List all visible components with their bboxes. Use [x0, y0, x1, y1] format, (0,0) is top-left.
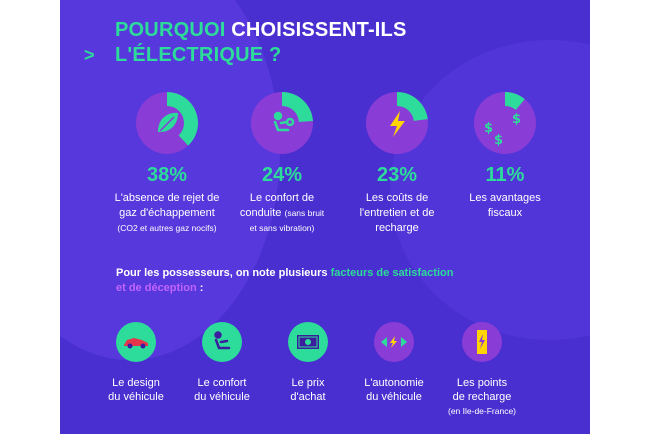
driver-seat-icon	[202, 322, 242, 362]
stat-percent: 23%	[376, 164, 418, 186]
factor-label: L'autonomie du véhicule	[364, 377, 424, 403]
svg-text:$: $	[484, 121, 493, 136]
title-highlight: POURQUOI	[115, 19, 226, 41]
donut-chart	[366, 92, 428, 154]
driver-seat-icon	[273, 111, 295, 132]
title-line2: L'ÉLECTRIQUE ?	[115, 44, 282, 66]
satisfaction-intro: Pour les possesseurs, on note plusieurs …	[116, 267, 454, 294]
stat-description: Les avantages fiscaux	[469, 192, 541, 219]
stat-costs: 23% Les coûts de l'entretien et de recha…	[332, 92, 462, 236]
dollar-signs-icon: $ $ $ $	[484, 97, 521, 148]
stat-description: L'absence de rejet de gaz d'échappement …	[114, 192, 220, 233]
charging-point-icon	[462, 322, 502, 362]
banknote-icon	[288, 322, 328, 362]
factor-range: L'autonomie du véhicule	[352, 322, 436, 404]
stat-percent: 24%	[261, 164, 303, 186]
stat-description: Les coûts de l'entretien et de recharge	[359, 192, 435, 234]
donut-chart: $ $ $ $	[474, 92, 536, 154]
leaf-icon	[158, 112, 178, 132]
donut-chart	[251, 92, 313, 154]
page-title: POURQUOI CHOISISSENT-ILS L'ÉLECTRIQUE ?	[115, 18, 407, 68]
infographic-card: > POURQUOI CHOISISSENT-ILS L'ÉLECTRIQUE …	[60, 0, 590, 434]
stat-comfort: 24% Le confort de conduite (sans bruit e…	[217, 92, 347, 236]
sports-car-icon	[116, 322, 156, 362]
factor-label: Le confort du véhicule	[194, 377, 250, 403]
factor-label: Le design du véhicule	[108, 377, 164, 403]
stat-tax: $ $ $ $ 11% Les avantages fiscaux	[440, 92, 570, 221]
factor-charging: Les points de recharge (en Ile-de-France…	[440, 322, 524, 418]
svg-text:$: $	[507, 97, 514, 108]
stat-description: Le confort de conduite (sans bruit et sa…	[239, 192, 325, 233]
stat-percent: 11%	[485, 164, 525, 186]
donut-chart	[136, 92, 199, 154]
factor-label: Les points de recharge (en Ile-de-France…	[447, 377, 517, 416]
lightning-icon	[390, 111, 405, 137]
stat-percent: 38%	[146, 164, 188, 186]
factor-comfort: Le confort du véhicule	[180, 322, 264, 404]
title-line1: CHOISISSENT-ILS	[231, 19, 407, 41]
factor-price: Le prix d'achat	[266, 322, 350, 404]
range-arrows-icon	[374, 322, 414, 362]
svg-text:$: $	[512, 112, 521, 127]
title-arrow: >	[84, 45, 95, 65]
factor-design: Le design du véhicule	[94, 322, 178, 404]
stat-exhaust: 38% L'absence de rejet de gaz d'échappem…	[102, 92, 232, 236]
factor-label: Le prix d'achat	[290, 377, 326, 403]
svg-text:$: $	[494, 133, 503, 148]
